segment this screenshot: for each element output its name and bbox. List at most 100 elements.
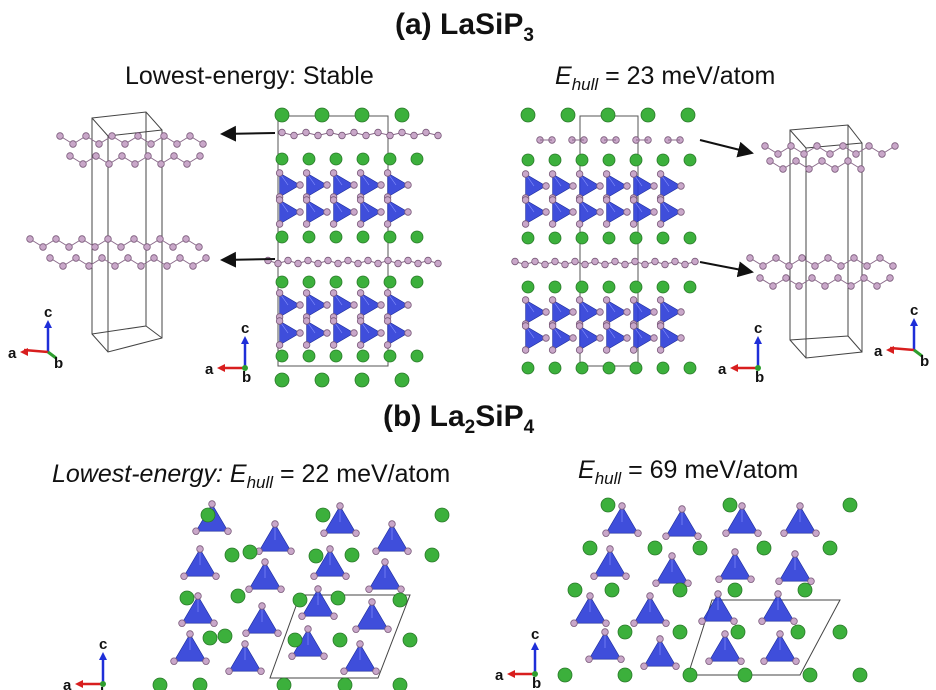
si-p4-tetrahedron — [660, 173, 682, 199]
p-atom — [170, 657, 178, 665]
si-p4-tetrahedron — [525, 199, 547, 225]
si-p4-tetrahedron — [333, 199, 355, 225]
p-atom — [606, 545, 614, 553]
panel-b-title-sub1: 2 — [464, 417, 476, 438]
p-atom — [163, 262, 171, 270]
la-atom — [410, 349, 424, 363]
p-atom — [352, 529, 360, 537]
p-atom — [629, 322, 638, 330]
p-atom — [157, 160, 165, 168]
p-atom — [575, 196, 584, 204]
p-atom — [850, 254, 858, 262]
panel-b-right-structure — [557, 497, 868, 683]
p-atom — [551, 257, 559, 266]
p-atom — [630, 619, 638, 627]
p-atom — [192, 527, 200, 535]
p-atom — [617, 655, 625, 663]
p-atom — [383, 220, 392, 228]
p-atom — [569, 182, 577, 190]
si-p4-tetrahedron — [633, 299, 655, 325]
p-atom — [521, 296, 530, 304]
arrow-right-bottom — [699, 261, 754, 278]
axis-c-label: c — [910, 302, 918, 319]
p-atom — [302, 220, 311, 228]
la-atom — [394, 372, 410, 388]
p-atom — [52, 235, 60, 243]
axis-c-head — [531, 642, 539, 650]
p-atom — [398, 128, 406, 137]
la-atom — [560, 107, 576, 123]
p-atom — [792, 657, 800, 665]
p-atom — [656, 196, 665, 204]
si-p4-tetrahedron — [660, 325, 682, 351]
axis-b-label: b — [755, 369, 764, 386]
p-atom — [424, 256, 432, 265]
p-atom — [602, 529, 610, 537]
panel-a-title-subscript: 3 — [523, 25, 534, 46]
axis-a-head — [886, 346, 894, 354]
si-p4-tetrahedron — [360, 292, 382, 318]
axis-a-head — [730, 364, 738, 372]
panel-b-title-sub2: 4 — [523, 417, 535, 438]
axis-b-arrow — [913, 348, 923, 358]
p-atom — [602, 296, 611, 304]
si-p4-tetrahedron — [579, 325, 601, 351]
p-atom — [623, 182, 631, 190]
p-atom — [629, 196, 638, 204]
p-atom — [611, 257, 619, 266]
p-atom — [95, 140, 103, 148]
la-atom — [392, 592, 408, 608]
p-atom — [302, 317, 311, 325]
p-atom — [356, 289, 365, 297]
p-atom — [356, 640, 364, 648]
p-atom — [336, 502, 344, 510]
p-atom — [296, 208, 304, 216]
ehull-symbol: E — [229, 460, 247, 488]
p-atom — [878, 150, 886, 158]
si-p4-tetrahedron — [387, 292, 409, 318]
p-atom — [831, 165, 839, 173]
p-atom — [746, 254, 754, 262]
p-atom — [320, 529, 328, 537]
panel-a-right-label: Ehull = 23 meV/atom — [555, 62, 775, 95]
si-p4-tetrahedron — [360, 172, 382, 198]
p-atom — [298, 612, 306, 620]
p-atom — [302, 169, 311, 177]
p-atom — [602, 322, 611, 330]
p-atom — [602, 346, 611, 354]
p-atom — [374, 259, 382, 268]
axis-b-label: b — [920, 353, 929, 370]
si-p4-tetrahedron — [525, 173, 547, 199]
p-atom — [388, 520, 396, 528]
la-atom — [230, 588, 246, 604]
la-atom — [790, 624, 806, 640]
axis-a-label: a — [8, 345, 17, 362]
p-atom — [271, 520, 279, 528]
la-atom — [842, 497, 858, 513]
p-atom — [629, 346, 638, 354]
p-atom — [623, 208, 631, 216]
la-atom — [683, 153, 697, 167]
p-atom — [677, 334, 685, 342]
p-atom — [296, 181, 304, 189]
la-atom — [275, 349, 289, 363]
axis-c-label: c — [754, 320, 762, 337]
p-atom — [596, 308, 604, 316]
la-atom — [629, 153, 643, 167]
axis-c-head — [99, 652, 107, 660]
si-p4-tetrahedron — [306, 199, 328, 225]
la-atom — [354, 107, 370, 123]
p-atom — [170, 152, 178, 160]
p-atom — [26, 235, 34, 243]
p-atom — [656, 346, 665, 354]
p-atom — [91, 243, 99, 251]
cell-outline — [687, 599, 841, 676]
p-atom — [542, 182, 550, 190]
ehull-subscript: hull — [246, 473, 274, 492]
ehull-subscript: hull — [594, 469, 622, 488]
p-atom — [383, 341, 392, 349]
p-atom — [144, 152, 152, 160]
p-atom — [656, 296, 665, 304]
p-atom — [641, 260, 649, 269]
la-atom — [329, 152, 343, 166]
